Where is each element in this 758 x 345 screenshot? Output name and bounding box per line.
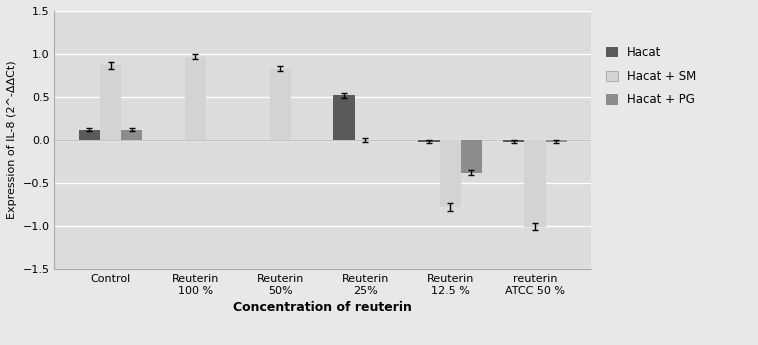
Bar (461, 140, 482, 173)
Bar (418, 140, 440, 142)
Bar (79, 130, 100, 140)
Bar (525, 140, 546, 227)
Bar (440, 140, 461, 207)
Bar (546, 140, 567, 142)
Bar (100, 65, 121, 140)
Bar (185, 57, 206, 140)
Bar (121, 130, 143, 140)
Bar (503, 140, 525, 142)
Bar (270, 69, 291, 140)
Legend: Hacat, Hacat + SM, Hacat + PG: Hacat, Hacat + SM, Hacat + PG (603, 43, 700, 110)
Bar (334, 95, 355, 140)
X-axis label: Concentration of reuterin: Concentration of reuterin (233, 301, 412, 314)
Y-axis label: Expression of IL-8 (2^-ΔΔCt): Expression of IL-8 (2^-ΔΔCt) (7, 61, 17, 219)
